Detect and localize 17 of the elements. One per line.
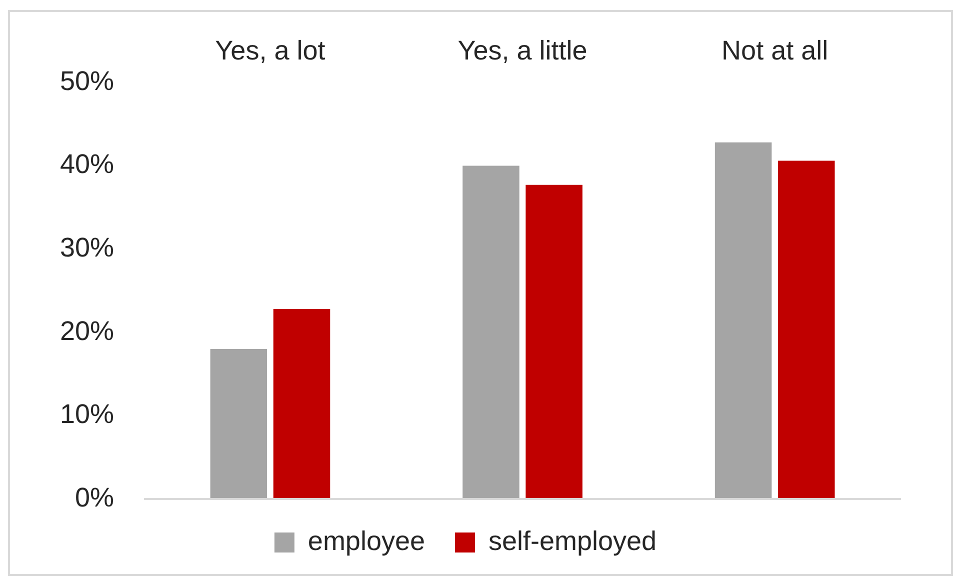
x-tick-label: Yes, a little xyxy=(458,36,588,66)
legend-label: self-employed xyxy=(488,526,657,556)
bar xyxy=(778,160,835,499)
bar xyxy=(273,309,330,499)
legend-label: employee xyxy=(308,526,426,556)
y-tick-label: 20% xyxy=(60,316,114,346)
bar xyxy=(210,349,268,499)
bar xyxy=(714,142,772,499)
x-tick-label: Yes, a lot xyxy=(215,36,326,66)
bar xyxy=(462,166,520,499)
y-tick-label: 30% xyxy=(60,232,114,262)
bar xyxy=(526,184,582,499)
y-tick-label: 10% xyxy=(60,399,114,430)
y-tick-label: 50% xyxy=(60,66,114,96)
y-tick-label: 40% xyxy=(60,149,114,180)
y-tick-label: 0% xyxy=(75,482,114,512)
x-tick-label: Not at all xyxy=(722,36,828,66)
